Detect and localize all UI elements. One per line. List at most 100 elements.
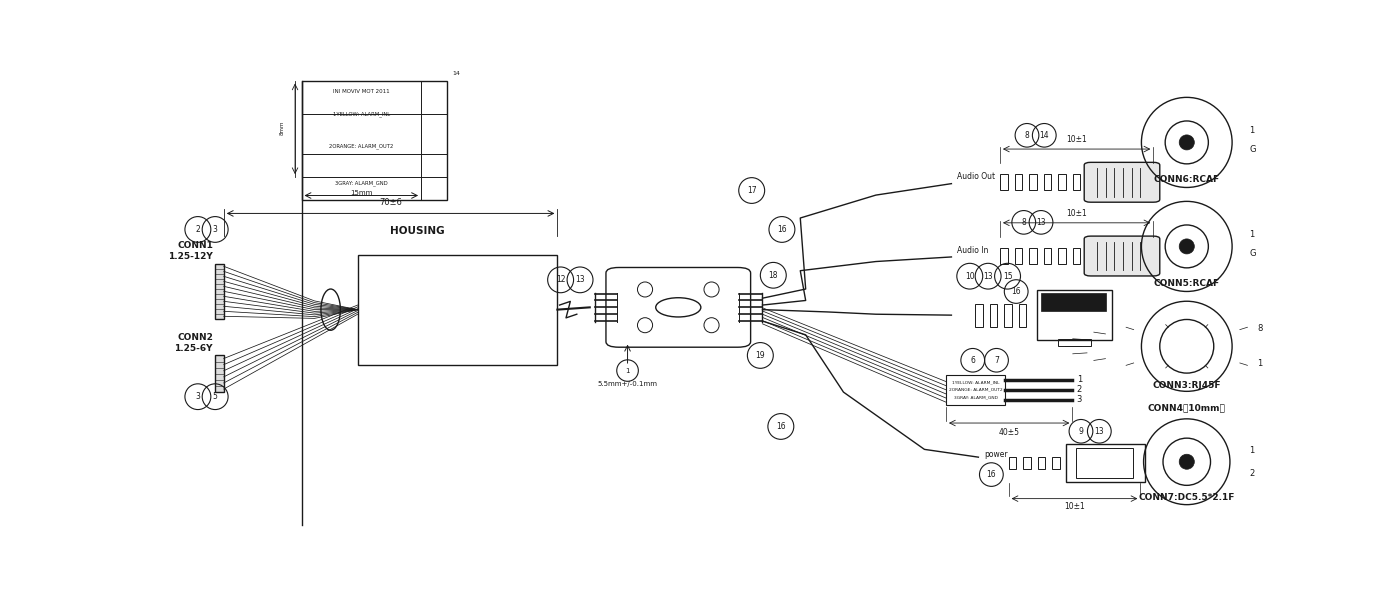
Bar xyxy=(1075,448,1133,478)
Text: power: power xyxy=(983,450,1007,459)
Bar xyxy=(1000,174,1007,190)
Bar xyxy=(1000,248,1007,264)
Text: CONN6:RCAF: CONN6:RCAF xyxy=(1153,176,1220,184)
Bar xyxy=(1038,458,1045,469)
Text: 70±6: 70±6 xyxy=(379,198,403,206)
Text: CONN1: CONN1 xyxy=(177,241,213,250)
Text: INI MOVIV MOT 2011: INI MOVIV MOT 2011 xyxy=(333,89,390,95)
Text: 16: 16 xyxy=(1011,287,1021,296)
Text: 10±1: 10±1 xyxy=(1064,502,1085,511)
Text: 1: 1 xyxy=(1250,127,1255,136)
Text: 1YELLOW: ALARM_INL: 1YELLOW: ALARM_INL xyxy=(333,112,390,117)
Text: 10±1: 10±1 xyxy=(1066,209,1087,218)
Bar xyxy=(1043,248,1052,264)
Bar xyxy=(1073,174,1081,190)
Text: CONN3:RJ45F: CONN3:RJ45F xyxy=(1152,381,1222,390)
Text: 15mm: 15mm xyxy=(350,190,372,196)
Text: 7: 7 xyxy=(995,356,999,365)
FancyBboxPatch shape xyxy=(1066,444,1145,482)
Text: 6: 6 xyxy=(971,356,975,365)
Bar xyxy=(301,80,447,200)
Text: CONN4（10mm）: CONN4（10mm） xyxy=(1148,403,1226,412)
FancyBboxPatch shape xyxy=(606,268,751,347)
Text: 5: 5 xyxy=(213,392,217,401)
Text: Audio Out: Audio Out xyxy=(957,172,995,181)
Text: 10: 10 xyxy=(965,272,975,281)
Text: 13: 13 xyxy=(1095,427,1105,436)
Text: 9: 9 xyxy=(1078,427,1084,436)
Bar xyxy=(1009,458,1017,469)
Text: 13: 13 xyxy=(575,275,585,284)
Text: 1: 1 xyxy=(1256,359,1262,368)
Bar xyxy=(1041,293,1106,311)
Text: 13: 13 xyxy=(1036,218,1046,227)
Bar xyxy=(215,264,224,319)
Ellipse shape xyxy=(1180,135,1194,150)
Text: 18: 18 xyxy=(769,271,779,280)
Bar xyxy=(1059,339,1091,346)
Bar xyxy=(1004,303,1011,327)
Ellipse shape xyxy=(1180,454,1194,469)
Bar xyxy=(1043,174,1052,190)
Text: 3GRAY: ALARM_GND: 3GRAY: ALARM_GND xyxy=(954,395,997,399)
Text: 2: 2 xyxy=(1077,386,1082,394)
Ellipse shape xyxy=(1180,239,1194,254)
Text: 3GRAY: ALARM_GND: 3GRAY: ALARM_GND xyxy=(334,180,387,186)
Text: 1: 1 xyxy=(1250,230,1255,239)
Bar xyxy=(946,375,1006,405)
Text: 3: 3 xyxy=(213,225,217,234)
Bar xyxy=(975,303,982,327)
Bar xyxy=(1029,248,1036,264)
Text: 16: 16 xyxy=(986,470,996,479)
Text: 16: 16 xyxy=(776,422,786,431)
Text: 1: 1 xyxy=(1250,446,1255,455)
FancyBboxPatch shape xyxy=(1084,162,1160,202)
Text: 8mm: 8mm xyxy=(280,121,284,136)
Text: 1: 1 xyxy=(1077,375,1082,384)
Text: CONN7:DC5.5*2.1F: CONN7:DC5.5*2.1F xyxy=(1138,493,1236,502)
Bar xyxy=(1018,303,1027,327)
Bar xyxy=(1029,174,1036,190)
Text: 16: 16 xyxy=(777,225,787,234)
Text: 2: 2 xyxy=(1250,469,1255,478)
Bar xyxy=(1024,458,1031,469)
Text: 17: 17 xyxy=(747,186,756,195)
Bar xyxy=(1014,174,1022,190)
Text: 2ORANGE: ALARM_OUT2: 2ORANGE: ALARM_OUT2 xyxy=(949,388,1003,392)
Text: 5.5mm+/-0.1mm: 5.5mm+/-0.1mm xyxy=(598,381,657,387)
Text: 1.25-12Y: 1.25-12Y xyxy=(169,252,213,261)
Text: 8: 8 xyxy=(1021,218,1027,227)
FancyBboxPatch shape xyxy=(1084,236,1160,276)
Text: CONN5:RCAF: CONN5:RCAF xyxy=(1153,280,1220,289)
Bar xyxy=(1073,248,1081,264)
Text: 10±1: 10±1 xyxy=(1066,136,1087,145)
Bar xyxy=(1052,458,1060,469)
Text: 12: 12 xyxy=(556,275,566,284)
Bar xyxy=(358,255,557,365)
Text: 14: 14 xyxy=(1039,131,1049,140)
Text: CONN2: CONN2 xyxy=(177,333,213,342)
Bar xyxy=(1036,290,1112,340)
Text: HOUSING: HOUSING xyxy=(390,226,444,236)
Text: 1: 1 xyxy=(625,368,630,374)
Text: G: G xyxy=(1250,145,1256,154)
Text: 2: 2 xyxy=(195,225,201,234)
Text: 1.25-6Y: 1.25-6Y xyxy=(174,344,213,353)
Bar xyxy=(1059,248,1066,264)
Text: 3: 3 xyxy=(1077,395,1082,404)
Text: 8: 8 xyxy=(1256,324,1262,333)
Bar xyxy=(990,303,997,327)
Text: G: G xyxy=(1250,249,1256,258)
Text: 19: 19 xyxy=(755,351,765,360)
Text: Audio In: Audio In xyxy=(957,246,988,255)
Text: 3: 3 xyxy=(195,392,201,401)
Text: 15: 15 xyxy=(1003,272,1013,281)
Text: 2ORANGE: ALARM_OUT2: 2ORANGE: ALARM_OUT2 xyxy=(329,143,393,149)
Bar xyxy=(1014,248,1022,264)
Text: 40±5: 40±5 xyxy=(999,428,1020,437)
Text: 13: 13 xyxy=(983,272,993,281)
Text: 8: 8 xyxy=(1025,131,1029,140)
Bar xyxy=(215,355,224,392)
Text: 1YELLOW: ALARM_INL: 1YELLOW: ALARM_INL xyxy=(951,380,999,384)
Text: 14: 14 xyxy=(453,71,461,76)
